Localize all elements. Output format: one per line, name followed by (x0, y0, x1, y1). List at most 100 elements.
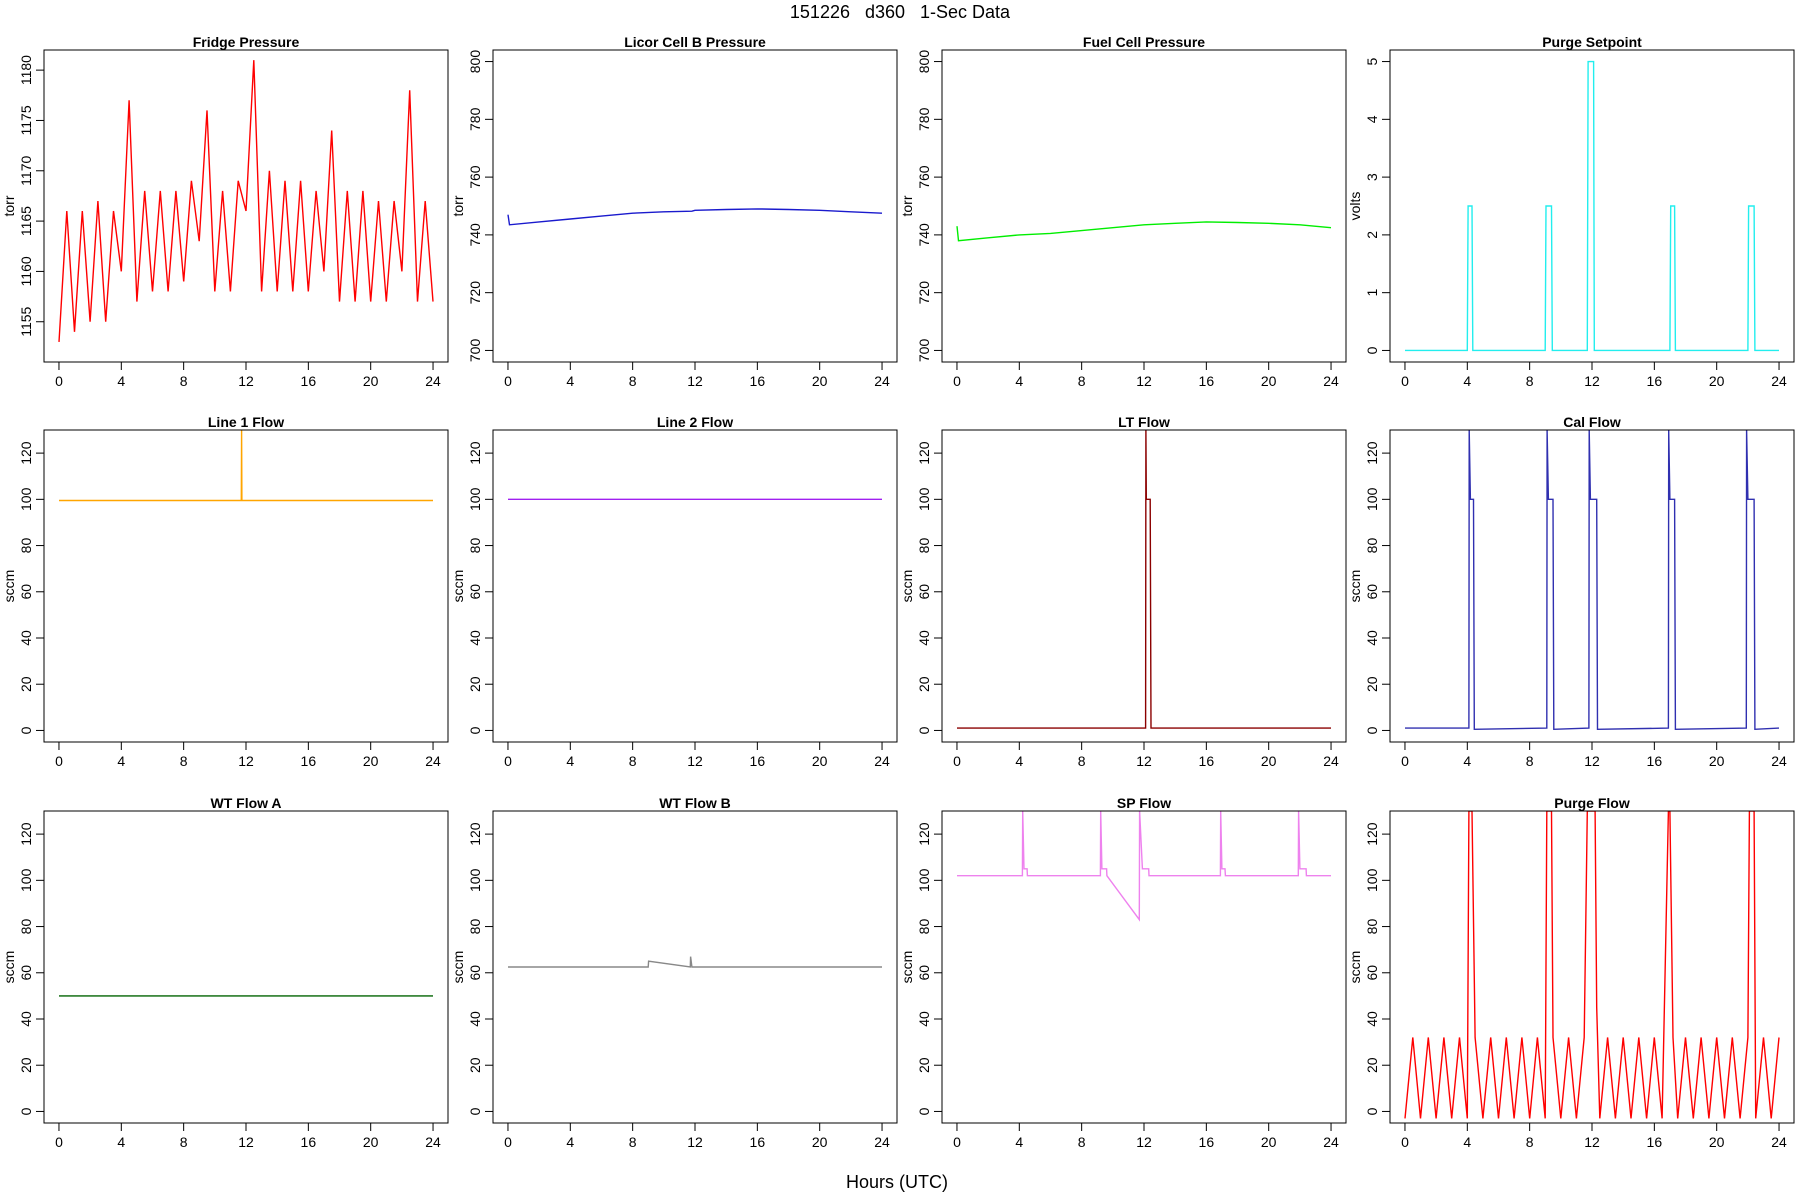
data-line (1405, 430, 1780, 731)
y-tick-label: 0 (916, 1107, 932, 1115)
x-tick-label: 0 (1401, 753, 1409, 769)
y-tick-label: 780 (467, 107, 483, 131)
plot-area (957, 430, 1331, 729)
plot-frame (941, 810, 1347, 1124)
x-tick-label: 0 (504, 373, 512, 389)
panel-title: Fuel Cell Pressure (1083, 34, 1205, 50)
y-tick-label: 40 (18, 630, 34, 646)
x-tick-label: 12 (238, 753, 254, 769)
y-tick-label: 760 (467, 165, 483, 189)
y-axis-label: volts (1347, 192, 1363, 221)
x-tick-label: 20 (1709, 753, 1725, 769)
data-line (957, 811, 1331, 922)
y-tick-label: 80 (916, 538, 932, 554)
y-tick-label: 120 (18, 441, 34, 465)
y-tick-label: 1 (1364, 289, 1380, 297)
x-tick-label: 8 (180, 753, 188, 769)
y-tick-label: 20 (18, 1057, 34, 1073)
y-tick-label: 2 (1364, 231, 1380, 239)
plot-frame (492, 429, 898, 743)
plot-frame (43, 810, 449, 1124)
x-axis-label: Hours (UTC) (846, 1172, 948, 1192)
x-tick-label: 12 (1584, 753, 1600, 769)
plot-frame (43, 429, 449, 743)
x-tick-label: 24 (425, 753, 441, 769)
plot-area (1405, 430, 1780, 731)
y-tick-label: 20 (1364, 676, 1380, 692)
y-axis-label: sccm (1347, 570, 1363, 603)
x-tick-label: 12 (1584, 373, 1600, 389)
x-tick-label: 24 (1771, 373, 1787, 389)
y-tick-label: 3 (1364, 173, 1380, 181)
x-tick-label: 20 (812, 753, 828, 769)
data-line (59, 430, 433, 502)
plot-frame (941, 49, 1347, 363)
x-tick-label: 24 (1323, 1134, 1339, 1150)
panel-title: LT Flow (1118, 414, 1170, 430)
data-line (507, 208, 883, 226)
y-tick-label: 1180 (18, 55, 34, 85)
x-tick-label: 4 (1015, 753, 1023, 769)
x-tick-label: 4 (566, 373, 574, 389)
y-tick-label: 100 (916, 868, 932, 892)
y-tick-label: 720 (467, 281, 483, 305)
x-tick-label: 0 (55, 1134, 63, 1150)
x-tick-label: 0 (953, 753, 961, 769)
x-tick-label: 0 (1401, 373, 1409, 389)
data-line (956, 221, 1332, 242)
x-tick-label: 8 (1078, 1134, 1086, 1150)
y-tick-label: 60 (18, 965, 34, 981)
y-tick-label: 40 (916, 630, 932, 646)
x-tick-label: 16 (750, 1134, 766, 1150)
y-axis-label: sccm (899, 951, 915, 984)
x-tick-label: 8 (180, 1134, 188, 1150)
y-tick-label: 100 (1364, 487, 1380, 511)
x-tick-label: 16 (750, 753, 766, 769)
y-axis-label: sccm (450, 570, 466, 603)
y-tick-label: 60 (1364, 584, 1380, 600)
x-tick-label: 24 (1323, 753, 1339, 769)
y-tick-label: 100 (18, 868, 34, 892)
y-tick-label: 80 (1364, 538, 1380, 554)
x-tick-label: 0 (55, 753, 63, 769)
y-tick-label: 100 (18, 487, 34, 511)
y-tick-label: 4 (1364, 115, 1380, 123)
y-tick-label: 20 (916, 1057, 932, 1073)
y-tick-label: 720 (916, 281, 932, 305)
plot-area (957, 811, 1331, 922)
x-tick-label: 16 (1199, 373, 1215, 389)
x-tick-label: 12 (687, 753, 703, 769)
x-tick-label: 16 (301, 1134, 317, 1150)
panel-title: Line 1 Flow (208, 414, 284, 430)
y-tick-label: 1155 (18, 306, 34, 336)
y-axis-label: torr (899, 195, 915, 216)
plot-area (508, 956, 882, 968)
x-tick-label: 8 (180, 373, 188, 389)
x-tick-label: 0 (953, 1134, 961, 1150)
y-tick-label: 780 (916, 107, 932, 131)
y-tick-label: 800 (467, 50, 483, 74)
x-tick-label: 24 (1771, 1134, 1787, 1150)
plot-area (59, 430, 433, 502)
y-tick-label: 40 (467, 630, 483, 646)
y-tick-label: 40 (1364, 1011, 1380, 1027)
y-axis-label: torr (450, 195, 466, 216)
y-tick-label: 20 (1364, 1057, 1380, 1073)
y-tick-label: 120 (916, 441, 932, 465)
y-axis-label: sccm (1, 951, 17, 984)
y-tick-label: 40 (1364, 630, 1380, 646)
x-tick-label: 20 (1261, 1134, 1277, 1150)
x-tick-label: 4 (1463, 373, 1471, 389)
panel-title: WT Flow B (659, 795, 731, 811)
x-tick-label: 4 (117, 373, 125, 389)
x-tick-label: 16 (1199, 1134, 1215, 1150)
x-tick-label: 4 (1015, 373, 1023, 389)
data-line (1404, 811, 1780, 1119)
x-tick-label: 4 (117, 1134, 125, 1150)
y-tick-label: 800 (916, 50, 932, 74)
y-tick-label: 760 (916, 165, 932, 189)
x-tick-label: 12 (1136, 753, 1152, 769)
x-tick-label: 4 (1463, 1134, 1471, 1150)
x-tick-label: 8 (1078, 753, 1086, 769)
